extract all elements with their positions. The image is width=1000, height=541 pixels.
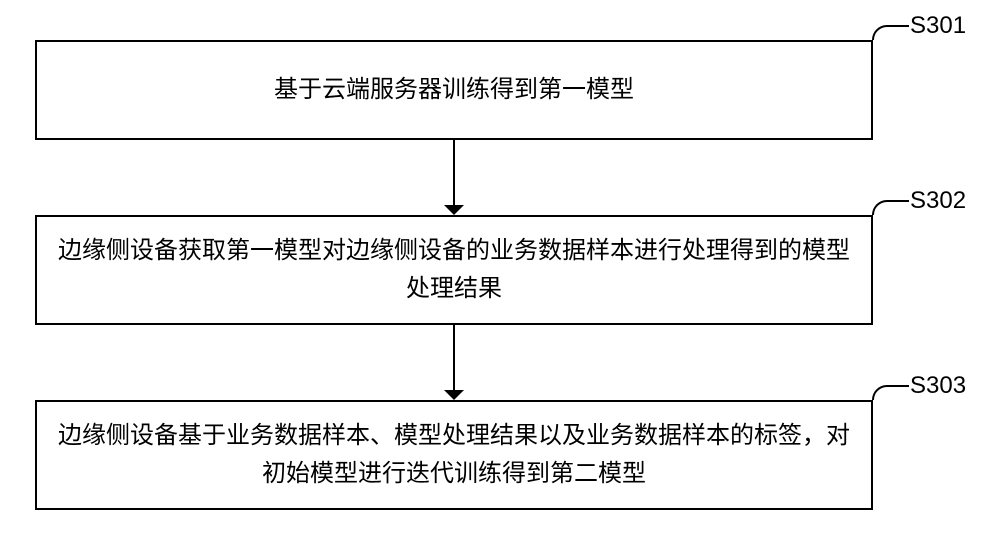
arrow-n1-n2	[453, 140, 455, 205]
flow-node-n3: 边缘侧设备基于业务数据样本、模型处理结果以及业务数据样本的标签，对初始模型进行迭…	[35, 400, 873, 510]
arrow-head-n2-n3	[444, 390, 464, 400]
arrow-n2-n3	[453, 325, 455, 390]
label-connector-n2	[871, 191, 931, 231]
flow-node-text: 基于云端服务器训练得到第一模型	[274, 71, 634, 109]
label-connector-n3	[871, 376, 931, 416]
arrow-head-n1-n2	[444, 205, 464, 215]
flowchart-canvas: 基于云端服务器训练得到第一模型S301边缘侧设备获取第一模型对边缘侧设备的业务数…	[0, 0, 1000, 541]
label-connector-n1	[871, 16, 931, 56]
flow-node-text: 边缘侧设备基于业务数据样本、模型处理结果以及业务数据样本的标签，对初始模型进行迭…	[57, 417, 851, 494]
flow-node-text: 边缘侧设备获取第一模型对边缘侧设备的业务数据样本进行处理得到的模型处理结果	[57, 232, 851, 309]
flow-node-n1: 基于云端服务器训练得到第一模型	[35, 40, 873, 140]
flow-node-n2: 边缘侧设备获取第一模型对边缘侧设备的业务数据样本进行处理得到的模型处理结果	[35, 215, 873, 325]
